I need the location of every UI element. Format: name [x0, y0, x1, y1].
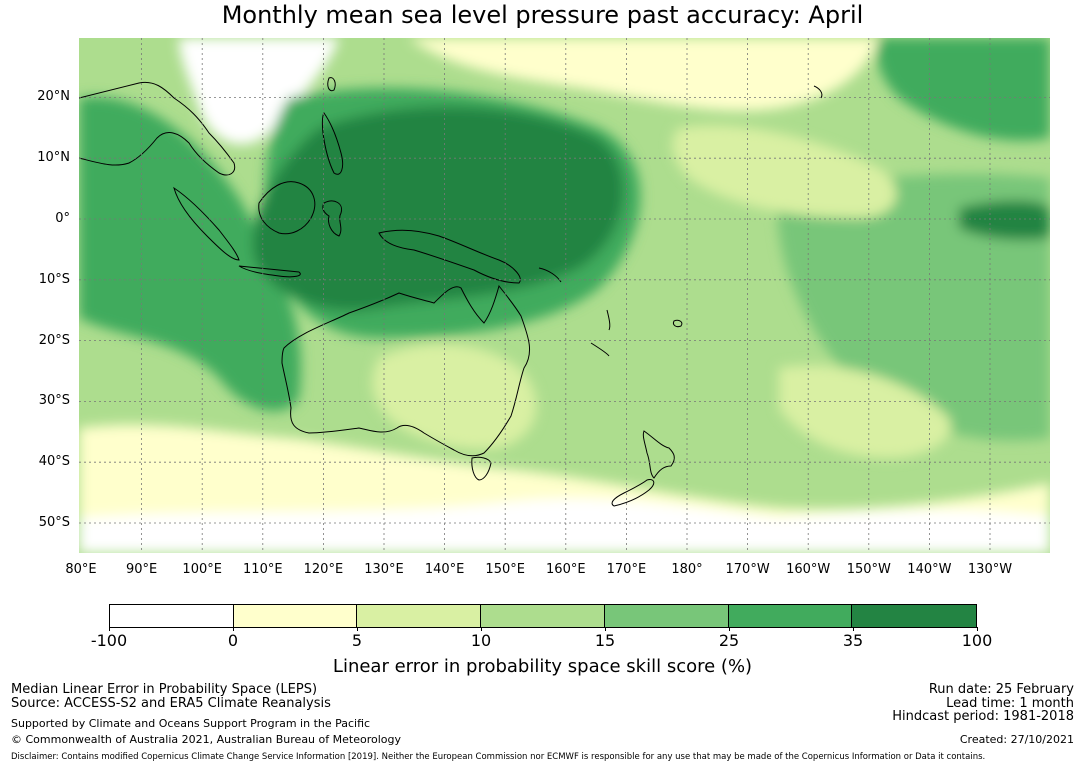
longitude-label: 140°W [907, 562, 952, 577]
skill-region-green-east [777, 173, 1050, 441]
coastline-fiji [673, 319, 683, 328]
colorbar-segment [481, 605, 605, 627]
coastline-hawaii [813, 85, 823, 99]
colorbar-segment [233, 605, 358, 627]
gridlines [79, 38, 1050, 553]
coastline-sumatra [173, 186, 240, 261]
colorbar [109, 604, 977, 628]
coastline-new-zealand-south [611, 479, 655, 507]
colorbar-segment [357, 605, 482, 627]
coastline-new-caledonia [590, 342, 610, 357]
run-date: Run date: 25 February [928, 682, 1074, 697]
colorbar-tick-label: 5 [351, 631, 363, 650]
skill-region-lightgreen-pacific [672, 125, 897, 218]
coastline-taiwan [327, 77, 336, 92]
longitude-label: 140°E [424, 562, 465, 577]
skill-region-lightgreen-australia [372, 344, 537, 449]
created-date: Created: 27/10/2021 [959, 733, 1074, 746]
colorbar-tick-mark [357, 627, 358, 631]
longitude-label: 170°E [606, 562, 647, 577]
disclaimer: Disclaimer: Contains modified Copernicus… [11, 752, 986, 762]
longitude-label: 130°E [364, 562, 404, 577]
longitude-label: 90°E [125, 562, 158, 577]
skill-region-yellow-north [409, 38, 879, 111]
coastline-tasmania [471, 456, 492, 481]
latitude-label: 50°S [38, 515, 70, 530]
colorbar-tick-label: 25 [718, 631, 740, 650]
map-canvas [79, 38, 1050, 553]
colorbar-tick-mark [853, 627, 854, 631]
coastlines [79, 77, 823, 507]
colorbar-tick-label: 0 [227, 631, 239, 650]
latitude-label: 20°S [38, 332, 70, 348]
skill-region-lightgreen-southpacific [779, 365, 951, 458]
coastline-vanuatu [606, 309, 611, 331]
footer-copyright: © Commonwealth of Australia 2021, Austra… [11, 733, 401, 746]
longitude-label: 80°E [65, 562, 97, 577]
skill-region-white-asia [179, 38, 339, 145]
coastline-java [238, 265, 301, 278]
coastline-philippines [321, 112, 344, 175]
coastline-new-guinea [378, 229, 521, 284]
coastline-australia [281, 284, 531, 457]
skill-score-map [79, 38, 1050, 553]
latitude-label: 10°S [38, 271, 70, 287]
skill-region-darkgreen-east [959, 200, 1050, 240]
skill-region-white-south [79, 498, 1050, 553]
longitude-label: 100°E [182, 562, 222, 577]
skill-region-darkgreen-core [252, 106, 624, 311]
longitude-label: 150°W [846, 562, 891, 577]
colorbar-tick-label: 100 [961, 631, 993, 650]
coastline-sulawesi [322, 200, 343, 237]
coastline-solomon [538, 267, 562, 283]
hindcast-period: Hindcast period: 1981-2018 [892, 709, 1074, 724]
longitude-label: 160°W [786, 562, 831, 577]
footer-source: Source: ACCESS-S2 and ERA5 Climate Reana… [11, 696, 331, 711]
longitude-label: 150°E [485, 562, 525, 577]
colorbar-tick-label: 10 [470, 631, 492, 650]
colorbar-tick-label: -100 [90, 631, 128, 650]
footer-support: Supported by Climate and Oceans Support … [11, 717, 371, 730]
colorbar-label: Linear error in probability space skill … [332, 656, 753, 677]
colorbar-segment [110, 605, 234, 627]
latitude-label: 40°S [38, 454, 70, 470]
map-title: Monthly mean sea level pressure past acc… [221, 1, 864, 29]
latitude-label: 0° [55, 211, 70, 226]
coastline-new-zealand-north [642, 430, 675, 479]
skill-region-green-west [79, 96, 301, 412]
lead-time: Lead time: 1 month [946, 696, 1074, 711]
latitude-label: 10°N [37, 150, 70, 166]
colorbar-tick-label: 15 [594, 631, 616, 650]
longitude-label: 110°E [243, 562, 283, 577]
colorbar-tick-mark [729, 627, 730, 631]
colorbar-tick-mark [481, 627, 482, 631]
colorbar-tick-mark [233, 627, 234, 631]
latitude-label: 30°S [38, 393, 70, 409]
skill-region-green-northeast [877, 38, 1050, 141]
longitude-label: 180° [671, 562, 703, 577]
longitude-label: 120°E [303, 562, 344, 577]
coastline-borneo [258, 181, 316, 235]
footer-method: Median Linear Error in Probability Space… [11, 682, 318, 697]
longitude-label: 130°W [967, 562, 1013, 577]
longitude-label: 170°W [725, 562, 770, 577]
skill-score-fields [79, 38, 1050, 553]
latitude-label: 20°N [37, 89, 70, 105]
colorbar-tick-mark [109, 627, 110, 631]
coastline-mainland-asia [79, 81, 236, 176]
longitude-label: 160°E [546, 562, 586, 577]
colorbar-tick-mark [977, 627, 978, 631]
colorbar-tick-label: 35 [842, 631, 864, 650]
colorbar-segment [852, 605, 976, 627]
colorbar-segment [604, 605, 729, 627]
colorbar-tick-mark [605, 627, 606, 631]
colorbar-segment [728, 605, 853, 627]
